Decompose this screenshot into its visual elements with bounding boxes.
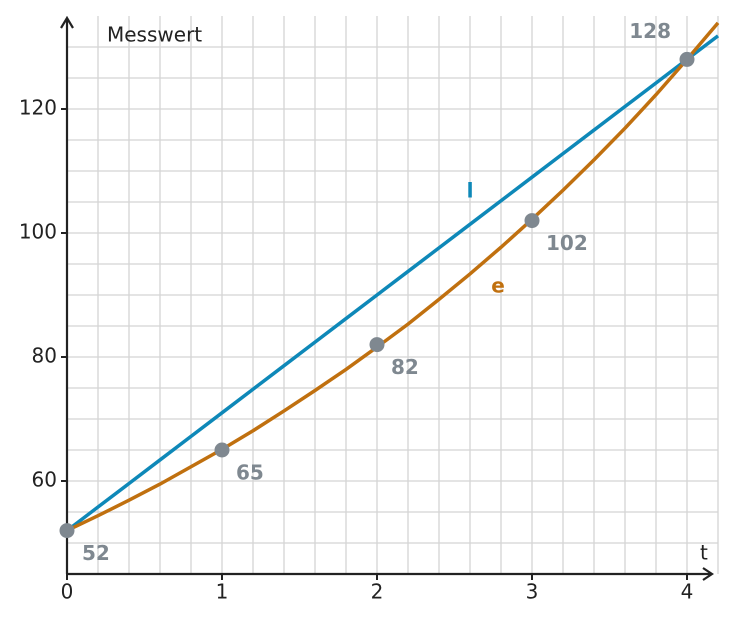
plot: [65, 21, 720, 533]
series-line: [65, 34, 720, 532]
y-tick-label: 60: [32, 468, 57, 492]
data-label: 102: [546, 231, 588, 255]
x-tick-label: 3: [526, 580, 539, 604]
x-tick-label: 2: [371, 580, 384, 604]
x-tick-label: 4: [681, 580, 694, 604]
y-tick-label: 100: [19, 220, 57, 244]
data-label: 52: [82, 541, 110, 565]
grid: [66, 16, 719, 574]
series-label: e: [491, 274, 505, 298]
x-axis-label: t: [700, 541, 708, 565]
data-point: [214, 442, 230, 458]
data-point: [59, 523, 75, 539]
axes: [60, 15, 714, 581]
data-point: [679, 51, 695, 67]
data-point: [524, 213, 540, 229]
series-label: l: [467, 179, 474, 203]
series-line: [66, 21, 720, 533]
data-label: 65: [236, 461, 264, 485]
data-label: 128: [629, 19, 671, 43]
x-tick-label: 1: [216, 580, 229, 604]
data-point: [369, 337, 385, 353]
data-label: 82: [391, 355, 419, 379]
x-tick-label: 0: [61, 580, 74, 604]
y-tick-label: 80: [32, 344, 57, 368]
y-tick-label: 120: [19, 96, 57, 120]
y-axis-label: Messwert: [107, 23, 202, 47]
